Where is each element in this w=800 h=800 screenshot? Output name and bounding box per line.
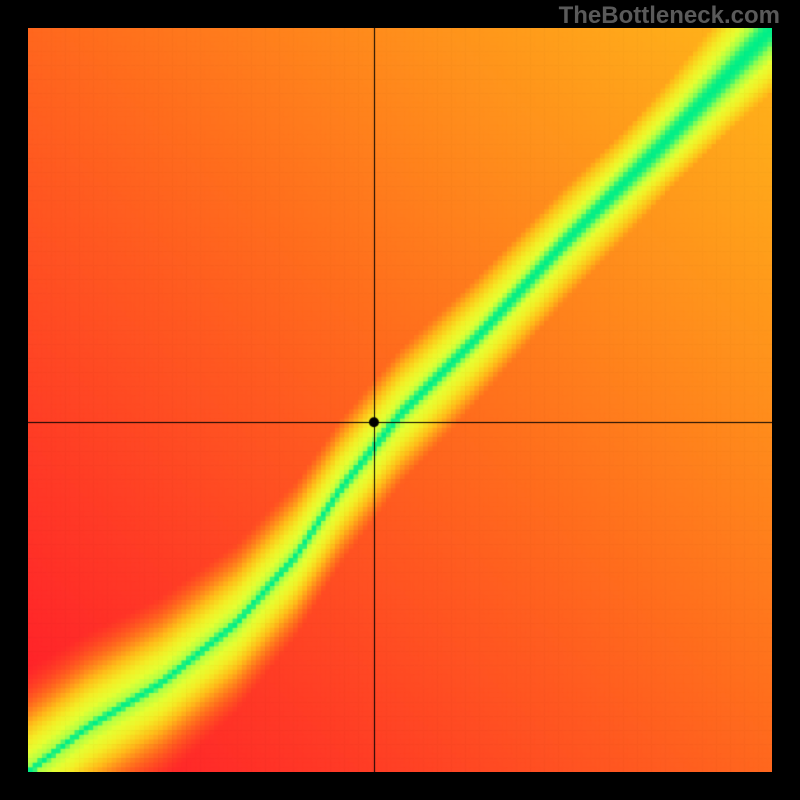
bottleneck-heatmap [28,28,772,772]
watermark-text: TheBottleneck.com [559,2,780,30]
chart-container: TheBottleneck.com [0,0,800,800]
